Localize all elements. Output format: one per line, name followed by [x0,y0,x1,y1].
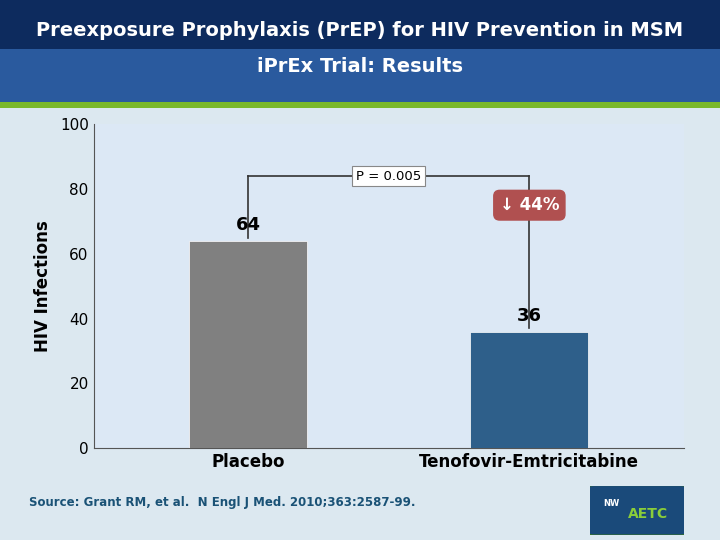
Text: iPrEx Trial: Results: iPrEx Trial: Results [257,57,463,77]
Y-axis label: HIV Infections: HIV Infections [34,220,52,352]
FancyBboxPatch shape [587,485,688,536]
Text: 36: 36 [517,307,542,325]
Text: NW: NW [603,498,619,508]
Bar [0,102,720,108]
Text: Preexposure Prophylaxis (PrEP) for HIV Prevention in MSM: Preexposure Prophylaxis (PrEP) for HIV P… [37,21,683,40]
Bar [0,49,720,108]
Bar [0,0,720,49]
Text: AETC: AETC [629,507,668,521]
Text: 64: 64 [235,217,261,234]
Text: ↓ 44%: ↓ 44% [500,196,559,214]
Text: Source: Grant RM, et al.  N Engl J Med. 2010;363:2587-99.: Source: Grant RM, et al. N Engl J Med. 2… [29,496,415,509]
Bar [189,241,307,448]
Text: P = 0.005: P = 0.005 [356,170,421,183]
Bar [470,332,588,448]
